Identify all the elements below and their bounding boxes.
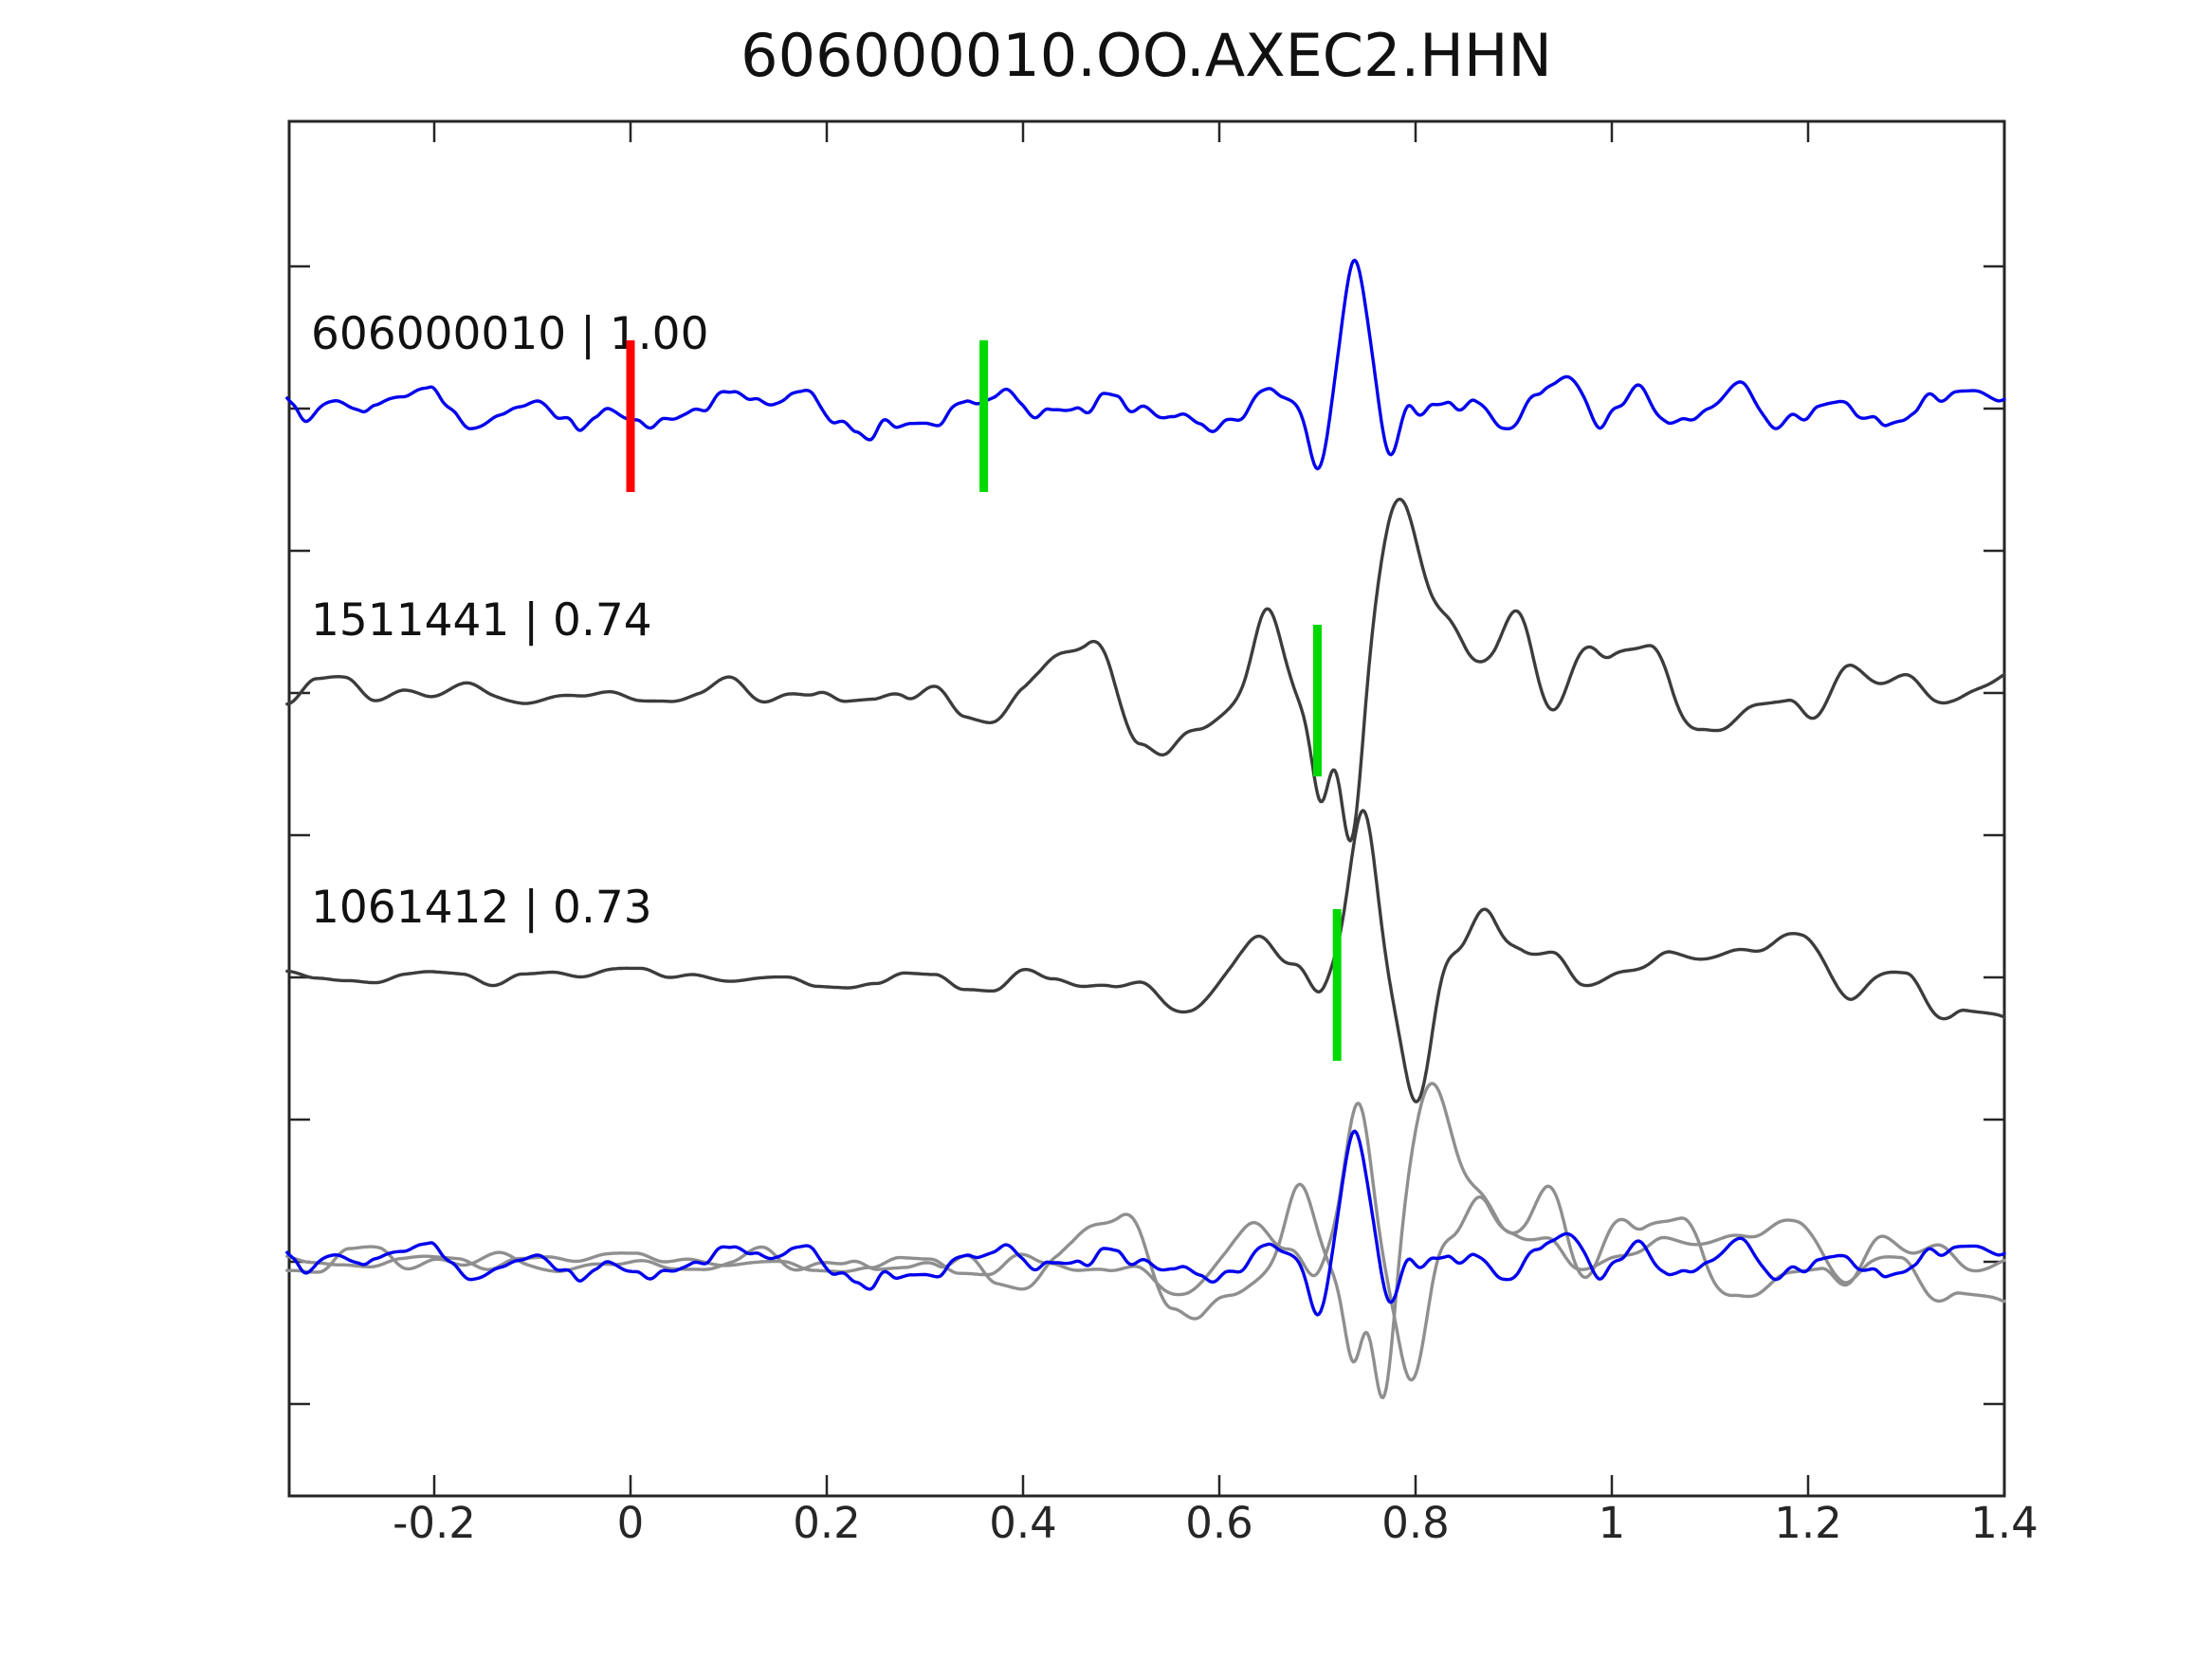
- plot-border: [287, 119, 2006, 1498]
- text-layer: 606000010.OO.AXEC2.HHN 606000010 | 1.00 …: [311, 21, 2038, 1548]
- pick-marker-layer: [626, 340, 1342, 1061]
- waveform-trace-606000010: [285, 258, 2006, 471]
- chart-title: 606000010.OO.AXEC2.HHN: [740, 21, 1552, 90]
- trace-label-1511441: 1511441 | 0.74: [311, 594, 652, 647]
- x-tick-label: 1.2: [1774, 1498, 1842, 1548]
- waveform-trace-1511441: [285, 497, 2006, 843]
- x-tick-label: -0.2: [393, 1498, 476, 1548]
- waveform-trace-1061412: [285, 809, 2006, 1103]
- trace-label-606000010: 606000010 | 1.00: [311, 308, 709, 360]
- waveform-trace-overlay-0: [285, 1082, 2006, 1399]
- x-tick-label: 0.2: [793, 1498, 861, 1548]
- trace-label-1061412: 1061412 | 0.73: [311, 882, 652, 934]
- x-tick-label: 0: [617, 1498, 645, 1548]
- x-tick-label: 1.4: [1970, 1498, 2038, 1548]
- x-tick-label: 0.8: [1381, 1498, 1450, 1548]
- x-tick-label: 1: [1599, 1498, 1626, 1548]
- axes-frame: [287, 119, 2006, 1498]
- trace-layer: [285, 258, 2006, 1399]
- waveform-trace-overlay-2: [285, 1129, 2006, 1317]
- x-tick-label: 0.4: [989, 1498, 1057, 1548]
- waveform-trace-overlay-1: [285, 1102, 2006, 1382]
- x-tick-label: 0.6: [1185, 1498, 1253, 1548]
